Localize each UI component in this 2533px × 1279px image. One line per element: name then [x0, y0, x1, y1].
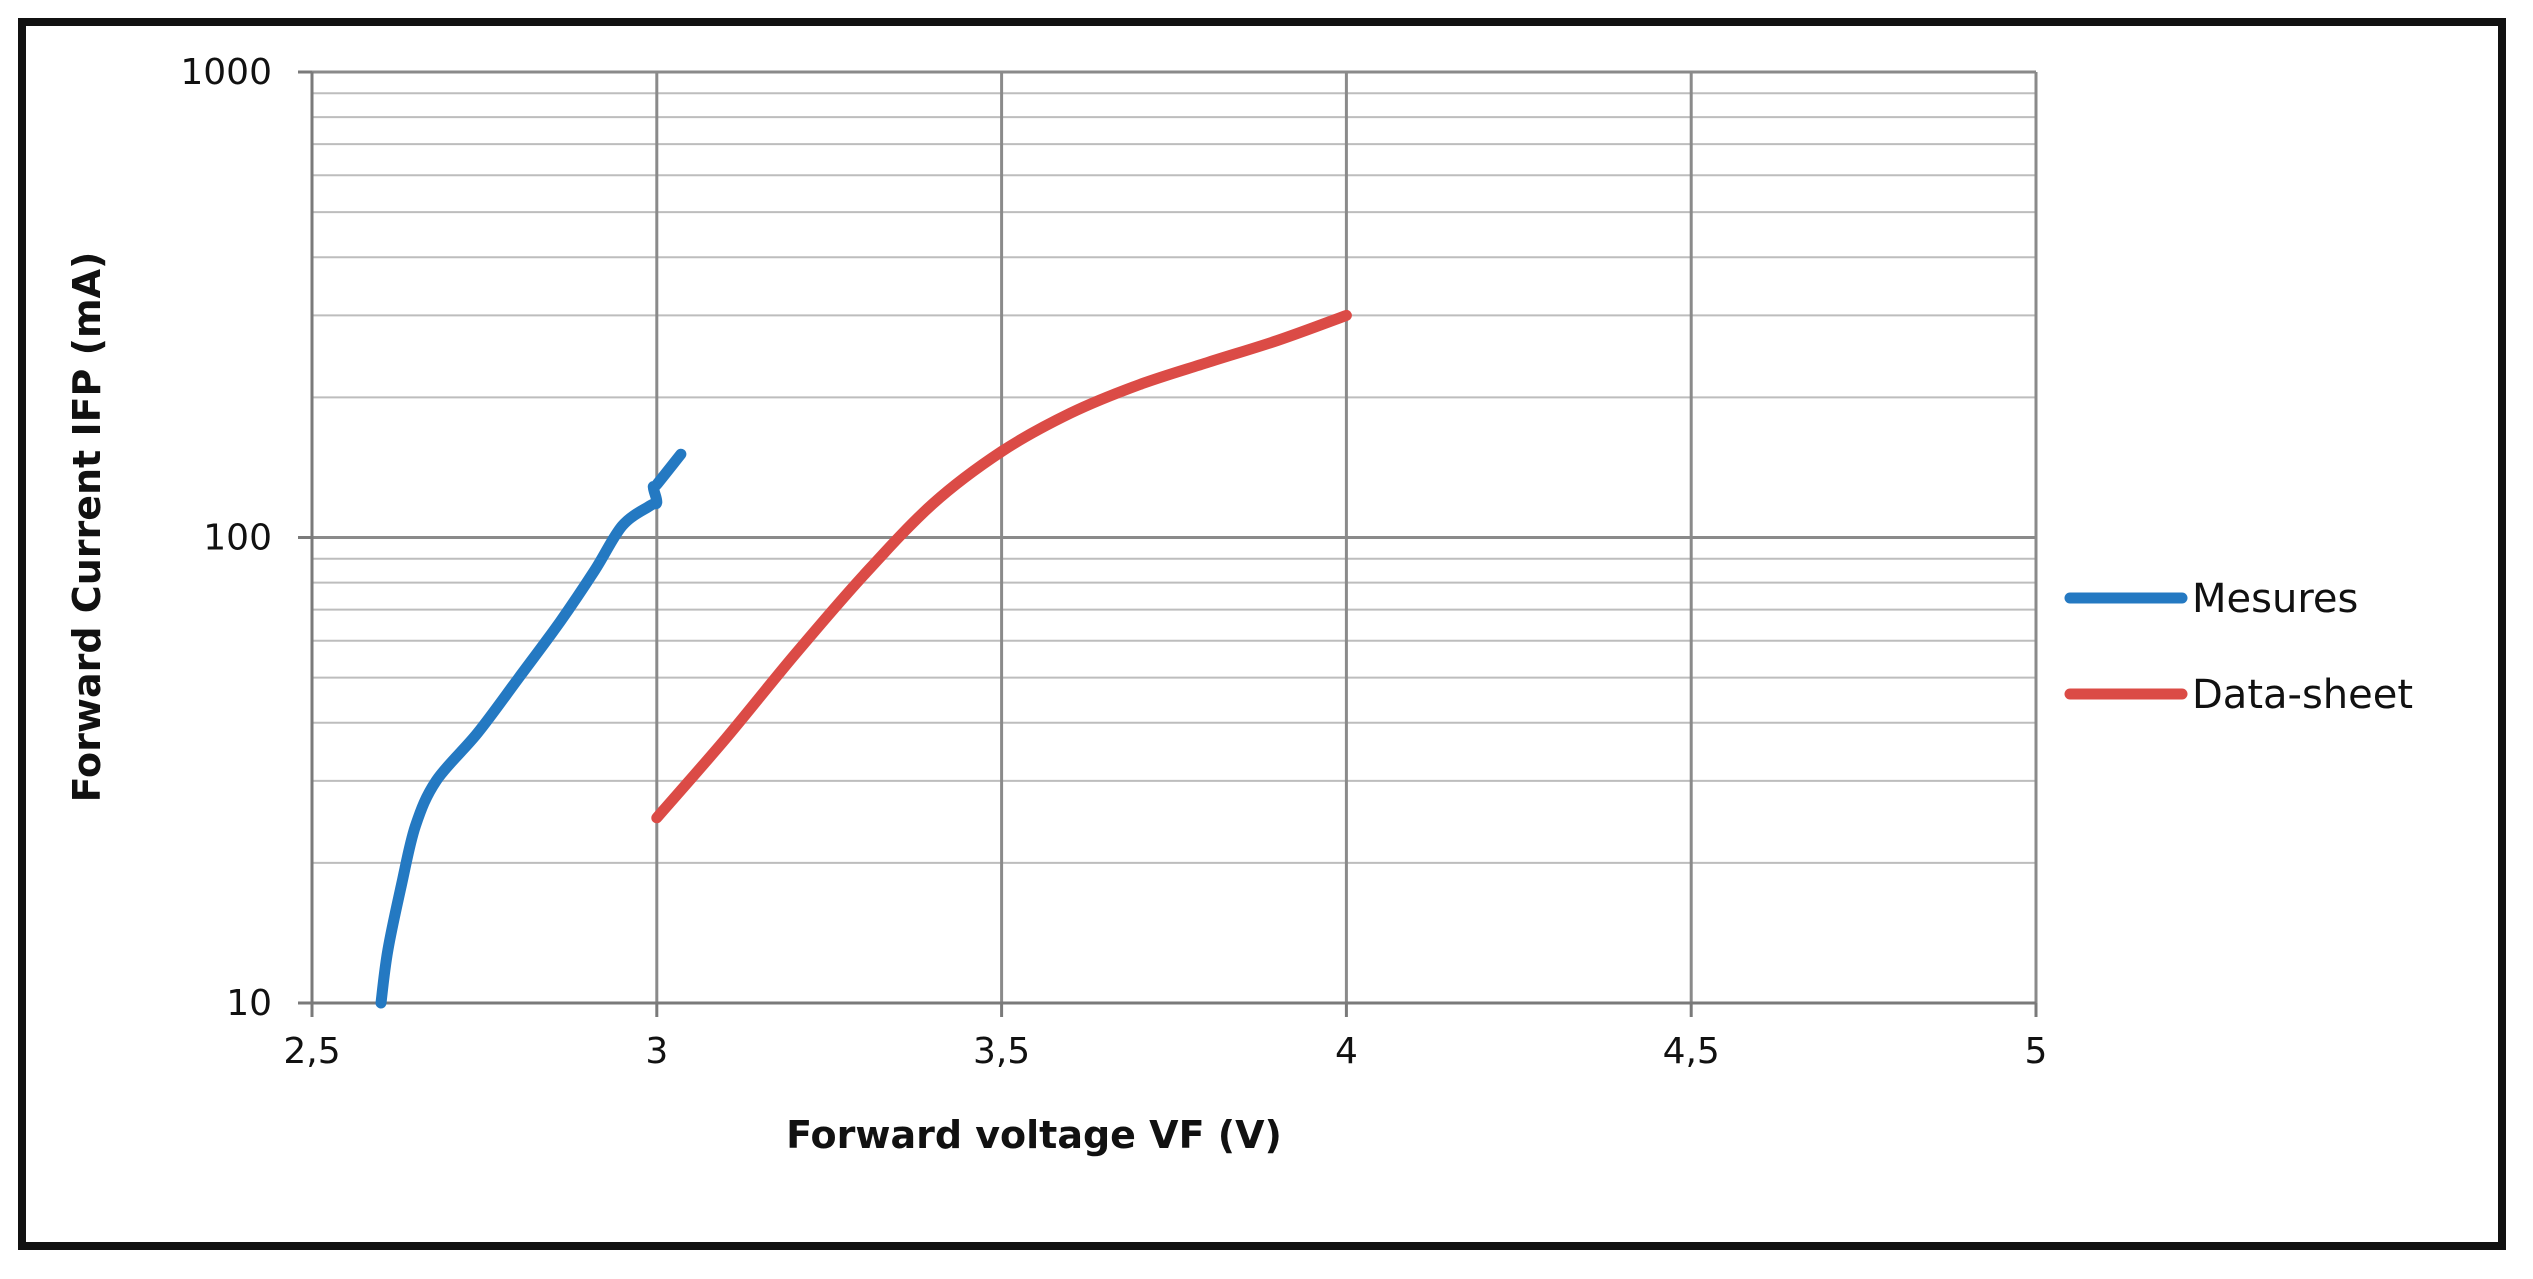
y-tick-label: 10	[226, 983, 272, 1024]
tick-labels: 2,5 3 3,5 4 4,5 5 10 100 1000	[180, 52, 2047, 1072]
series-lines	[375, 309, 1352, 1009]
legend-label-1: Mesures	[2192, 576, 2358, 622]
y-axis-title: Forward Current IFP (mA)	[65, 252, 109, 803]
gridlines	[310, 70, 2038, 1005]
legend: Mesures Data-sheet	[2064, 576, 2413, 718]
x-axis-title: Forward voltage VF (V)	[786, 1113, 1282, 1157]
x-tick-label: 3,5	[973, 1031, 1030, 1072]
chart-frame	[18, 18, 2506, 1250]
y-tick-label: 1000	[180, 52, 272, 93]
x-tick-label: 4	[1335, 1031, 1358, 1072]
legend-label-2: Data-sheet	[2192, 672, 2413, 718]
series-line-2	[651, 309, 1352, 824]
x-tick-label: 2,5	[283, 1031, 340, 1072]
y-tick-label: 100	[203, 518, 272, 559]
x-tick-label: 4,5	[1663, 1031, 1720, 1072]
axes	[298, 70, 2038, 1017]
x-tick-label: 5	[2025, 1031, 2048, 1072]
series-line-1	[375, 448, 687, 1009]
x-tick-label: 3	[645, 1031, 668, 1072]
